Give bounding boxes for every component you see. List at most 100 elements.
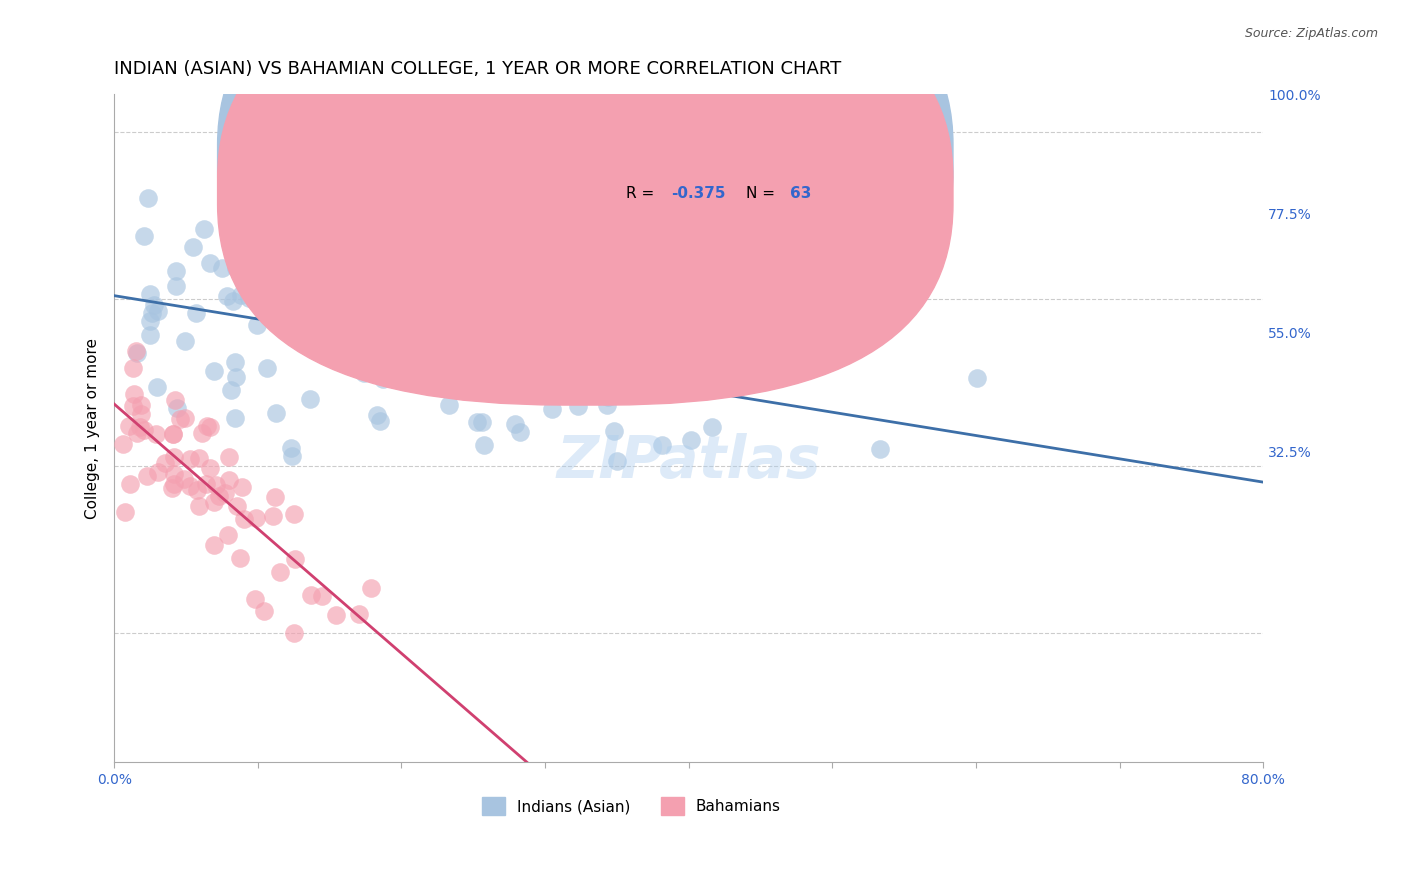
Point <box>191 426 214 441</box>
Point <box>451 236 474 251</box>
Point <box>266 254 288 268</box>
Point <box>118 477 141 491</box>
Point <box>198 420 221 434</box>
Point <box>135 469 157 483</box>
Point <box>232 272 254 286</box>
Point <box>231 480 253 494</box>
Point <box>252 604 274 618</box>
Point <box>195 418 218 433</box>
Point <box>264 406 287 420</box>
Point <box>218 450 240 464</box>
Point <box>218 474 240 488</box>
Point <box>129 420 152 434</box>
Point <box>583 375 606 389</box>
Point <box>228 551 250 566</box>
Point <box>246 318 269 332</box>
Point <box>187 450 209 465</box>
Point <box>349 359 371 374</box>
Point <box>360 581 382 595</box>
Point <box>214 486 236 500</box>
Point <box>439 357 461 371</box>
Point <box>471 415 494 429</box>
Point <box>198 256 221 270</box>
Text: INDIAN (ASIAN) VS BAHAMIAN COLLEGE, 1 YEAR OR MORE CORRELATION CHART: INDIAN (ASIAN) VS BAHAMIAN COLLEGE, 1 YE… <box>114 60 841 78</box>
Point <box>437 398 460 412</box>
Point <box>138 314 160 328</box>
Point <box>246 296 269 310</box>
Point <box>591 260 613 274</box>
Point <box>498 334 520 348</box>
Point <box>225 260 247 275</box>
Point <box>602 424 624 438</box>
Point <box>278 294 301 309</box>
Point <box>679 434 702 448</box>
Point <box>184 306 207 320</box>
Point <box>179 452 201 467</box>
Point <box>121 360 143 375</box>
Point <box>869 442 891 457</box>
Point <box>558 325 581 339</box>
Point <box>505 417 527 432</box>
Point <box>470 369 492 384</box>
Point <box>494 320 516 334</box>
Point <box>433 330 456 344</box>
Point <box>174 410 197 425</box>
Point <box>283 508 305 522</box>
Point <box>247 260 270 275</box>
Point <box>211 260 233 275</box>
Point <box>273 312 295 326</box>
Point <box>173 472 195 486</box>
Point <box>225 369 247 384</box>
Point <box>283 551 305 566</box>
Point <box>132 229 155 244</box>
Point <box>122 399 145 413</box>
Point <box>702 420 724 434</box>
Point <box>224 411 246 425</box>
Point <box>243 591 266 606</box>
Point <box>198 461 221 475</box>
Text: R =: R = <box>626 153 658 168</box>
Point <box>311 589 333 603</box>
Point <box>202 364 225 378</box>
Point <box>262 247 284 261</box>
Point <box>174 334 197 348</box>
Point <box>281 318 304 333</box>
Point <box>315 308 337 322</box>
Point <box>301 267 323 281</box>
Point <box>430 311 453 326</box>
Point <box>280 449 302 463</box>
Point <box>162 426 184 441</box>
Point <box>186 483 208 498</box>
Point <box>269 565 291 579</box>
Point <box>595 347 617 361</box>
Point <box>347 607 370 621</box>
Point <box>131 407 153 421</box>
Text: N =: N = <box>747 186 780 201</box>
Point <box>515 376 537 390</box>
Point <box>125 346 148 360</box>
Point <box>205 478 228 492</box>
Point <box>202 494 225 508</box>
Point <box>134 423 156 437</box>
Point <box>264 490 287 504</box>
Point <box>162 477 184 491</box>
Point <box>136 191 159 205</box>
Point <box>690 323 713 337</box>
Point <box>368 414 391 428</box>
FancyBboxPatch shape <box>218 0 953 405</box>
Point <box>299 588 322 602</box>
Point <box>208 489 231 503</box>
Point <box>472 437 495 451</box>
Point <box>139 286 162 301</box>
Point <box>215 288 238 302</box>
Point <box>257 238 280 252</box>
Point <box>366 353 388 368</box>
Point <box>169 412 191 426</box>
Point <box>256 301 278 315</box>
Point <box>163 450 186 465</box>
Point <box>401 343 423 357</box>
Point <box>347 341 370 355</box>
Point <box>217 528 239 542</box>
Point <box>162 427 184 442</box>
Point <box>606 453 628 467</box>
